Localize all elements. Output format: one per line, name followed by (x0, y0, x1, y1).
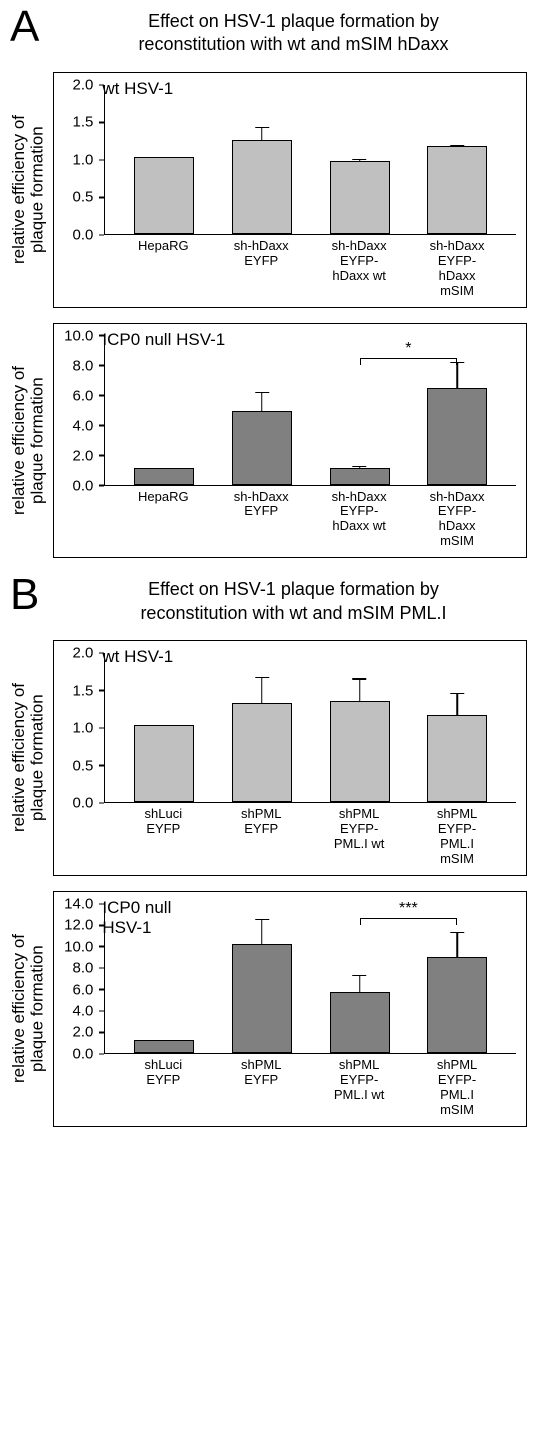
bar (227, 411, 297, 485)
chart-box: ICP0 nullHSV-1 0.0 2.0 4.0 6.0 8.0 10.0 12.0 14.… (53, 891, 527, 1127)
significance-label: *** (399, 900, 418, 918)
figure-panel: BEffect on HSV-1 plaque formation byreco… (10, 578, 527, 1126)
bar (422, 715, 492, 802)
x-axis-labels: shLuciEYFP shPMLEYFP shPMLEYFP-PML.I wt shP… (104, 807, 516, 867)
y-tick: 8.0 (73, 357, 105, 374)
y-tick: 2.0 (73, 76, 105, 93)
x-tick-label: shPMLEYFP-PML.I wt (324, 1058, 394, 1118)
bar (129, 1040, 199, 1053)
x-axis-labels: HepaRG sh-hDaxxEYFP sh-hDaxxEYFP-hDaxx wt s… (104, 490, 516, 550)
chart: relative efficiency ofplaque formationwt… (10, 640, 527, 876)
x-tick-label: shPMLEYFP-PML.I wt (324, 807, 394, 867)
x-tick-label: shPMLEYFP (226, 807, 296, 867)
y-axis: 0.00.51.01.52.0 (64, 85, 105, 235)
bar (129, 157, 199, 234)
bar (227, 944, 297, 1053)
y-axis: 0.02.04.06.08.010.012.014.0 (64, 904, 105, 1054)
y-tick: 4.0 (73, 1002, 105, 1019)
bars-area: * (105, 336, 516, 486)
y-axis-label: relative efficiency ofplaque formation (10, 115, 47, 264)
y-tick: 1.0 (73, 151, 105, 168)
x-tick-label: sh-hDaxxEYFP-hDaxx mSIM (422, 239, 492, 299)
chart-inset-label: ICP0 null HSV-1 (102, 330, 225, 350)
plot-area: 0.00.51.01.52.0 (64, 85, 516, 235)
x-axis-labels: HepaRG sh-hDaxxEYFP sh-hDaxxEYFP-hDaxx wt s… (104, 239, 516, 299)
bar (422, 957, 492, 1053)
y-tick: 1.5 (73, 682, 105, 699)
significance-label: * (405, 340, 411, 358)
y-tick: 12.0 (64, 917, 104, 934)
bar (422, 388, 492, 485)
y-tick: 0.0 (73, 1045, 105, 1062)
bar (325, 161, 395, 234)
panel-letter: B (10, 570, 39, 620)
y-tick: 0.0 (73, 226, 105, 243)
x-tick-label: sh-hDaxxEYFP-hDaxx wt (324, 239, 394, 299)
bar (129, 725, 199, 802)
y-tick: 10.0 (64, 938, 104, 955)
chart-box: wt HSV-1 0.0 0.5 1.0 1.5 2.0 shLuciEYFP shPMLEY… (53, 640, 527, 876)
bar (227, 140, 297, 234)
y-tick: 1.0 (73, 720, 105, 737)
bar (325, 468, 395, 484)
y-tick: 4.0 (73, 417, 105, 434)
y-tick: 0.0 (73, 477, 105, 494)
x-axis-labels: shLuciEYFP shPMLEYFP shPMLEYFP-PML.I wt shP… (104, 1058, 516, 1118)
bar (227, 703, 297, 802)
y-axis-label: relative efficiency ofplaque formation (10, 683, 47, 832)
y-tick: 8.0 (73, 960, 105, 977)
chart-inset-label: wt HSV-1 (102, 647, 173, 667)
x-tick-label: HepaRG (128, 239, 198, 299)
x-tick-label: sh-hDaxxEYFP-hDaxx mSIM (422, 490, 492, 550)
y-axis: 0.02.04.06.08.010.0 (64, 336, 105, 486)
y-axis: 0.00.51.01.52.0 (64, 653, 105, 803)
chart: relative efficiency ofplaque formationwt… (10, 72, 527, 308)
x-tick-label: HepaRG (128, 490, 198, 550)
plot-area: 0.00.51.01.52.0 (64, 653, 516, 803)
y-tick: 2.0 (73, 645, 105, 662)
x-tick-label: shPMLEYFP (226, 1058, 296, 1118)
panel-title: Effect on HSV-1 plaque formation byrecon… (60, 10, 527, 57)
y-tick: 6.0 (73, 387, 105, 404)
x-tick-label: sh-hDaxxEYFP (226, 239, 296, 299)
x-tick-label: sh-hDaxxEYFP (226, 490, 296, 550)
y-tick: 0.5 (73, 757, 105, 774)
plot-area: 0.02.04.06.08.010.0* (64, 336, 516, 486)
bar (129, 468, 199, 485)
figure-panel: AEffect on HSV-1 plaque formation byreco… (10, 10, 527, 558)
significance-bracket (360, 358, 458, 359)
bars-area (105, 653, 516, 803)
bar (422, 146, 492, 234)
bars-area (105, 85, 516, 235)
y-tick: 1.5 (73, 114, 105, 131)
y-tick: 2.0 (73, 1024, 105, 1041)
chart: relative efficiency ofplaque formationIC… (10, 891, 527, 1127)
x-tick-label: shPMLEYFP-PML.I mSIM (422, 1058, 492, 1118)
y-tick: 6.0 (73, 981, 105, 998)
x-tick-label: sh-hDaxxEYFP-hDaxx wt (324, 490, 394, 550)
x-tick-label: shLuciEYFP (128, 1058, 198, 1118)
panel-title: Effect on HSV-1 plaque formation byrecon… (60, 578, 527, 625)
bar (325, 701, 395, 802)
y-axis-label: relative efficiency ofplaque formation (10, 934, 47, 1083)
panel-letter: A (10, 2, 39, 52)
y-tick: 0.0 (73, 795, 105, 812)
y-tick: 2.0 (73, 447, 105, 464)
chart-box: ICP0 null HSV-1 0.0 2.0 4.0 6.0 8.0 10.0 * HepaR… (53, 323, 527, 559)
y-axis-label: relative efficiency ofplaque formation (10, 366, 47, 515)
chart-inset-label: wt HSV-1 (102, 79, 173, 99)
x-tick-label: shLuciEYFP (128, 807, 198, 867)
chart-box: wt HSV-1 0.0 0.5 1.0 1.5 2.0 HepaRG sh-hDaxxEYF… (53, 72, 527, 308)
x-tick-label: shPMLEYFP-PML.I mSIM (422, 807, 492, 867)
y-tick: 0.5 (73, 189, 105, 206)
significance-bracket (360, 918, 458, 919)
y-tick: 10.0 (64, 327, 104, 344)
chart-inset-label: ICP0 nullHSV-1 (102, 898, 171, 938)
y-tick: 14.0 (64, 895, 104, 912)
bar (325, 992, 395, 1053)
chart: relative efficiency ofplaque formationIC… (10, 323, 527, 559)
